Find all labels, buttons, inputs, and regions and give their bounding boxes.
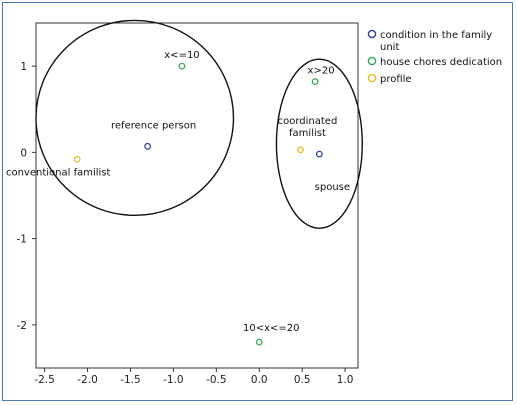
point-label: conventional familist — [6, 167, 111, 178]
x-tick-label: -2.0 — [77, 374, 98, 386]
chart-frame — [2, 2, 513, 401]
data-point — [311, 78, 319, 86]
x-tick-label: -2.5 — [34, 374, 55, 386]
point-label: x<=10 — [164, 50, 199, 61]
data-point — [73, 155, 81, 163]
x-tick-label: -0.5 — [206, 374, 227, 386]
x-tick-label: 0.5 — [294, 374, 311, 386]
data-point — [297, 146, 304, 154]
legend-label: condition in the family unit — [380, 30, 492, 53]
legend-marker — [367, 29, 377, 39]
plot-area — [35, 22, 359, 369]
point-label: spouse — [315, 182, 350, 193]
cluster-ellipse — [35, 19, 235, 217]
y-tick-label: 0 — [20, 147, 27, 159]
legend-label: profile — [380, 74, 412, 85]
cluster-ellipse — [275, 58, 363, 229]
point-label: coordinated familist — [278, 116, 338, 139]
point-label: reference person — [111, 120, 196, 131]
x-tick-label: 1.0 — [337, 374, 354, 386]
data-point — [178, 62, 186, 70]
data-point — [144, 142, 152, 150]
y-tick-label: -1 — [17, 234, 27, 246]
legend-marker — [367, 73, 377, 83]
legend-label: house chores dedication — [380, 57, 502, 68]
y-tick-label: 1 — [20, 61, 27, 73]
data-point — [255, 338, 263, 346]
y-tick-label: -2 — [17, 320, 27, 332]
legend-marker — [367, 56, 377, 66]
point-label: 10<x<=20 — [243, 323, 300, 334]
point-label: x>20 — [308, 66, 335, 77]
x-tick-label: 0.0 — [251, 374, 268, 386]
x-tick-label: -1.5 — [120, 374, 141, 386]
x-tick-label: -1.0 — [163, 374, 184, 386]
data-point — [315, 150, 323, 158]
